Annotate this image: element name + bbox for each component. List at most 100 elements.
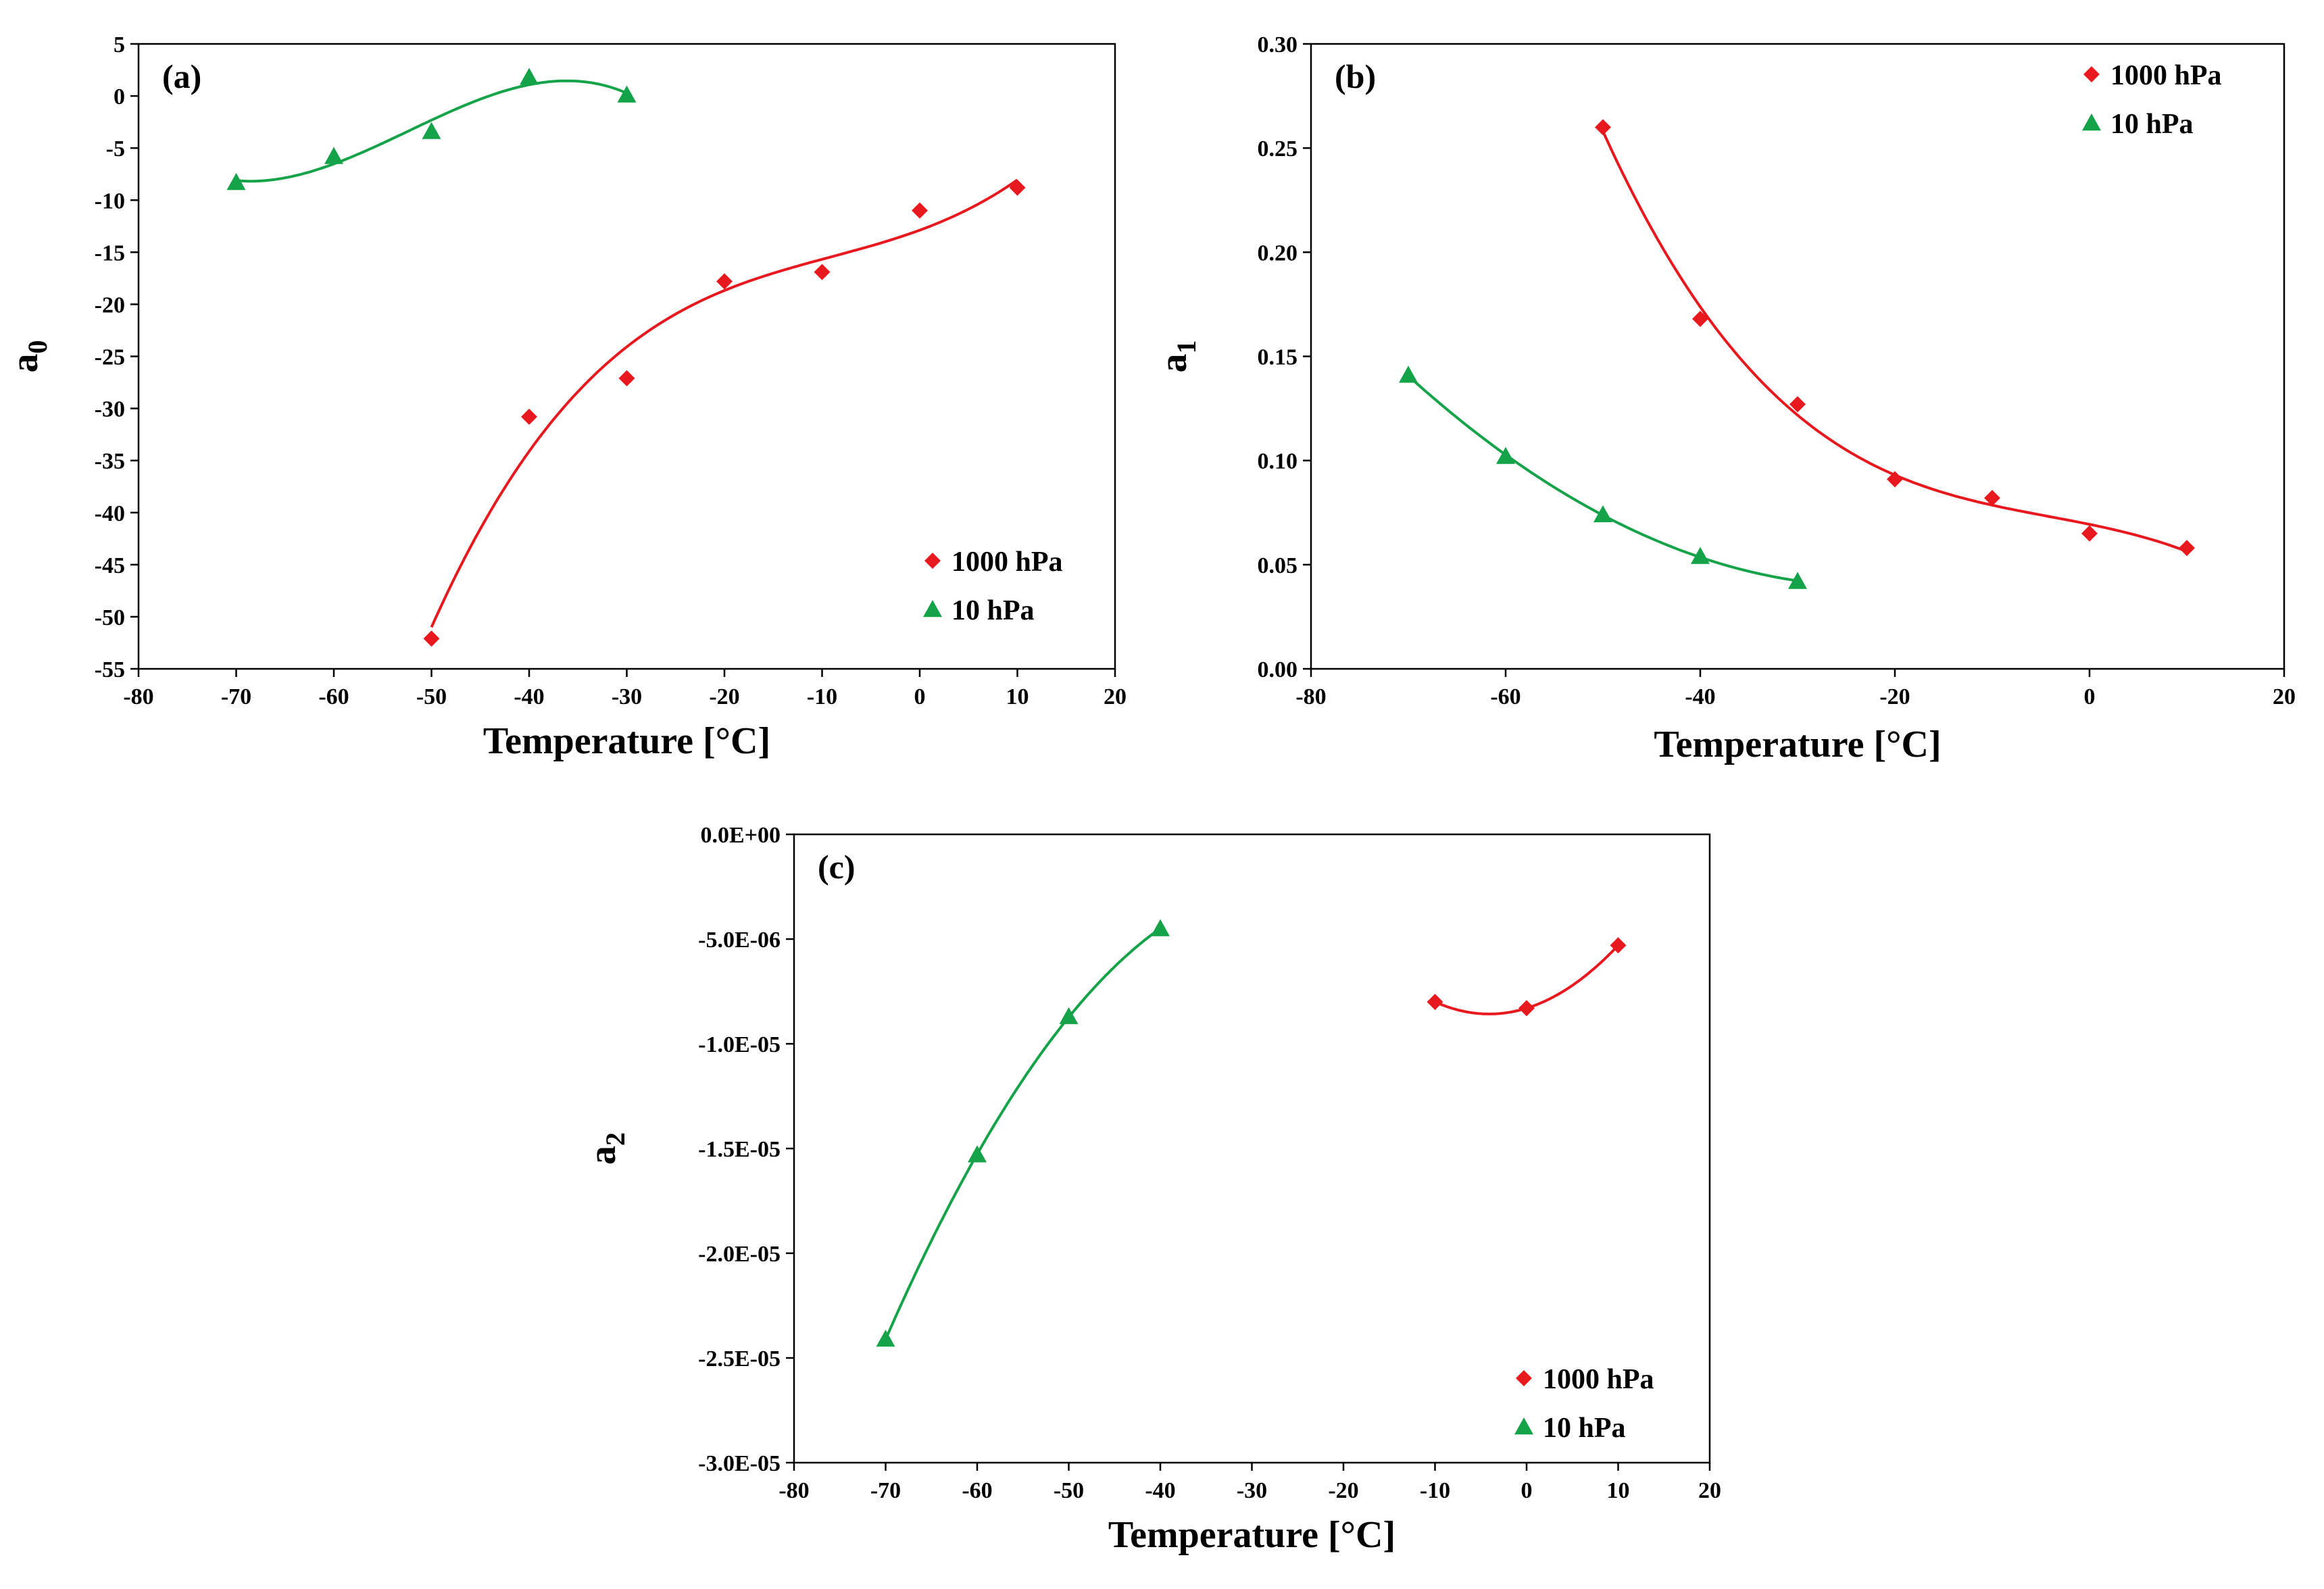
x-tick-label: -50 bbox=[1054, 1478, 1084, 1503]
x-tick-label: -40 bbox=[1145, 1478, 1175, 1503]
legend-label: 10 hPa bbox=[1543, 1413, 1626, 1444]
x-axis-title: Temperature [°C] bbox=[483, 720, 770, 762]
y-tick-label: -2.0E-05 bbox=[698, 1242, 781, 1267]
x-tick-label: -60 bbox=[962, 1478, 992, 1503]
x-tick-label: -70 bbox=[870, 1478, 901, 1503]
x-tick-label: -70 bbox=[221, 684, 251, 709]
x-tick-label: -60 bbox=[1490, 684, 1521, 709]
data-point bbox=[1789, 396, 1806, 413]
y-tick-label: -2.5E-05 bbox=[698, 1346, 781, 1371]
y-tick-label: 0.05 bbox=[1258, 553, 1298, 578]
y-tick-label: -55 bbox=[95, 657, 125, 682]
x-tick-label: 0 bbox=[2084, 684, 2096, 709]
data-point bbox=[1151, 919, 1170, 936]
data-point bbox=[968, 1145, 987, 1163]
chart-panel: -80 -70 -60 -50 -40 -30 -20 -10 0 10 20 5 0 -5 -10 -15 -… bbox=[4, 32, 1127, 762]
y-tick-label: -40 bbox=[95, 501, 125, 526]
data-point bbox=[876, 1330, 895, 1347]
legend-marker bbox=[1516, 1370, 1532, 1386]
x-tick-label: -40 bbox=[1685, 684, 1715, 709]
y-tick-label: -5 bbox=[106, 136, 125, 161]
y-tick-label: 0.30 bbox=[1258, 32, 1298, 57]
chart-panel: -80 -60 -40 -20 0 20 0.30 0.25 0.20 0.15 0.10 0.05 0… bbox=[1153, 32, 2296, 765]
data-point bbox=[1059, 1007, 1079, 1024]
x-tick-label: 20 bbox=[1698, 1478, 1721, 1503]
y-tick-label: -3.0E-05 bbox=[698, 1451, 781, 1476]
data-point bbox=[1496, 447, 1515, 464]
legend-marker bbox=[923, 600, 942, 617]
y-tick-label: -1.5E-05 bbox=[698, 1137, 781, 1162]
x-axis-title: Temperature [°C] bbox=[1108, 1514, 1395, 1556]
data-point bbox=[716, 273, 733, 290]
y-axis-title-subscript: 2 bbox=[600, 1132, 631, 1146]
trendline bbox=[1602, 130, 2187, 553]
legend-marker bbox=[924, 553, 941, 569]
data-point bbox=[2081, 525, 2098, 542]
x-tick-label: 20 bbox=[1104, 684, 1127, 709]
legend-label: 1000 hPa bbox=[2110, 60, 2222, 91]
trendline bbox=[1407, 374, 1798, 582]
data-point bbox=[324, 147, 343, 164]
data-point bbox=[814, 263, 831, 280]
x-tick-label: -10 bbox=[807, 684, 837, 709]
data-point bbox=[912, 202, 928, 219]
y-tick-label: 0.20 bbox=[1258, 241, 1298, 266]
legend-marker bbox=[2083, 66, 2100, 82]
legend-marker bbox=[1514, 1417, 1533, 1435]
data-point bbox=[1984, 490, 2000, 507]
y-tick-label: 5 bbox=[114, 32, 125, 57]
x-tick-label: 20 bbox=[2273, 684, 2296, 709]
y-tick-label: -30 bbox=[95, 397, 125, 422]
panel-label: (c) bbox=[818, 848, 856, 886]
y-tick-label: 0.10 bbox=[1258, 449, 1298, 474]
data-point bbox=[2179, 540, 2195, 557]
y-tick-label: -35 bbox=[95, 449, 125, 474]
panel-label: (b) bbox=[1335, 57, 1376, 95]
panel-label: (a) bbox=[162, 57, 201, 95]
trendline bbox=[884, 927, 1162, 1340]
y-tick-label: 0.0E+00 bbox=[700, 823, 781, 848]
x-tick-label: -10 bbox=[1420, 1478, 1450, 1503]
y-axis-title: a1 bbox=[1153, 340, 1202, 373]
x-tick-label: -60 bbox=[318, 684, 349, 709]
x-tick-label: 0 bbox=[914, 684, 926, 709]
chart-panel: -80 -70 -60 -50 -40 -30 -20 -10 0 10 20 0.0E+00 -5.0… bbox=[582, 823, 1721, 1556]
data-point bbox=[423, 630, 440, 647]
data-point bbox=[1399, 365, 1418, 383]
x-tick-label: -80 bbox=[1295, 684, 1326, 709]
data-point bbox=[1518, 1000, 1535, 1017]
y-tick-label: 0.15 bbox=[1258, 345, 1298, 370]
x-tick-label: -80 bbox=[778, 1478, 809, 1503]
trendline bbox=[236, 79, 628, 183]
y-axis-title: a0 bbox=[4, 340, 53, 373]
data-point bbox=[1595, 119, 1611, 136]
data-point bbox=[618, 370, 635, 386]
y-tick-label: -15 bbox=[95, 241, 125, 266]
y-tick-label: -10 bbox=[95, 188, 125, 213]
x-tick-label: -30 bbox=[1237, 1478, 1267, 1503]
y-tick-label: -20 bbox=[95, 293, 125, 318]
data-point bbox=[1009, 179, 1026, 196]
data-point bbox=[226, 173, 246, 191]
data-point bbox=[617, 85, 637, 103]
trendline bbox=[430, 178, 1018, 628]
y-tick-label: 0 bbox=[114, 84, 125, 109]
legend-label: 10 hPa bbox=[2110, 109, 2194, 140]
y-axis-title-subscript: 0 bbox=[22, 340, 53, 354]
y-tick-label: -1.0E-05 bbox=[698, 1032, 781, 1057]
legend-label: 10 hPa bbox=[951, 595, 1035, 626]
data-point bbox=[1691, 547, 1710, 564]
data-point bbox=[1427, 994, 1443, 1010]
x-tick-label: -20 bbox=[1328, 1478, 1358, 1503]
data-point bbox=[1610, 937, 1627, 954]
y-tick-label: 0.00 bbox=[1258, 657, 1298, 682]
y-tick-label: -25 bbox=[95, 345, 125, 370]
x-tick-label: -80 bbox=[123, 684, 153, 709]
y-axis-title: a2 bbox=[582, 1132, 631, 1165]
x-tick-label: 10 bbox=[1607, 1478, 1630, 1503]
data-point bbox=[520, 68, 539, 85]
x-tick-label: -40 bbox=[514, 684, 544, 709]
x-tick-label: -20 bbox=[1879, 684, 1910, 709]
legend-label: 1000 hPa bbox=[951, 547, 1063, 578]
